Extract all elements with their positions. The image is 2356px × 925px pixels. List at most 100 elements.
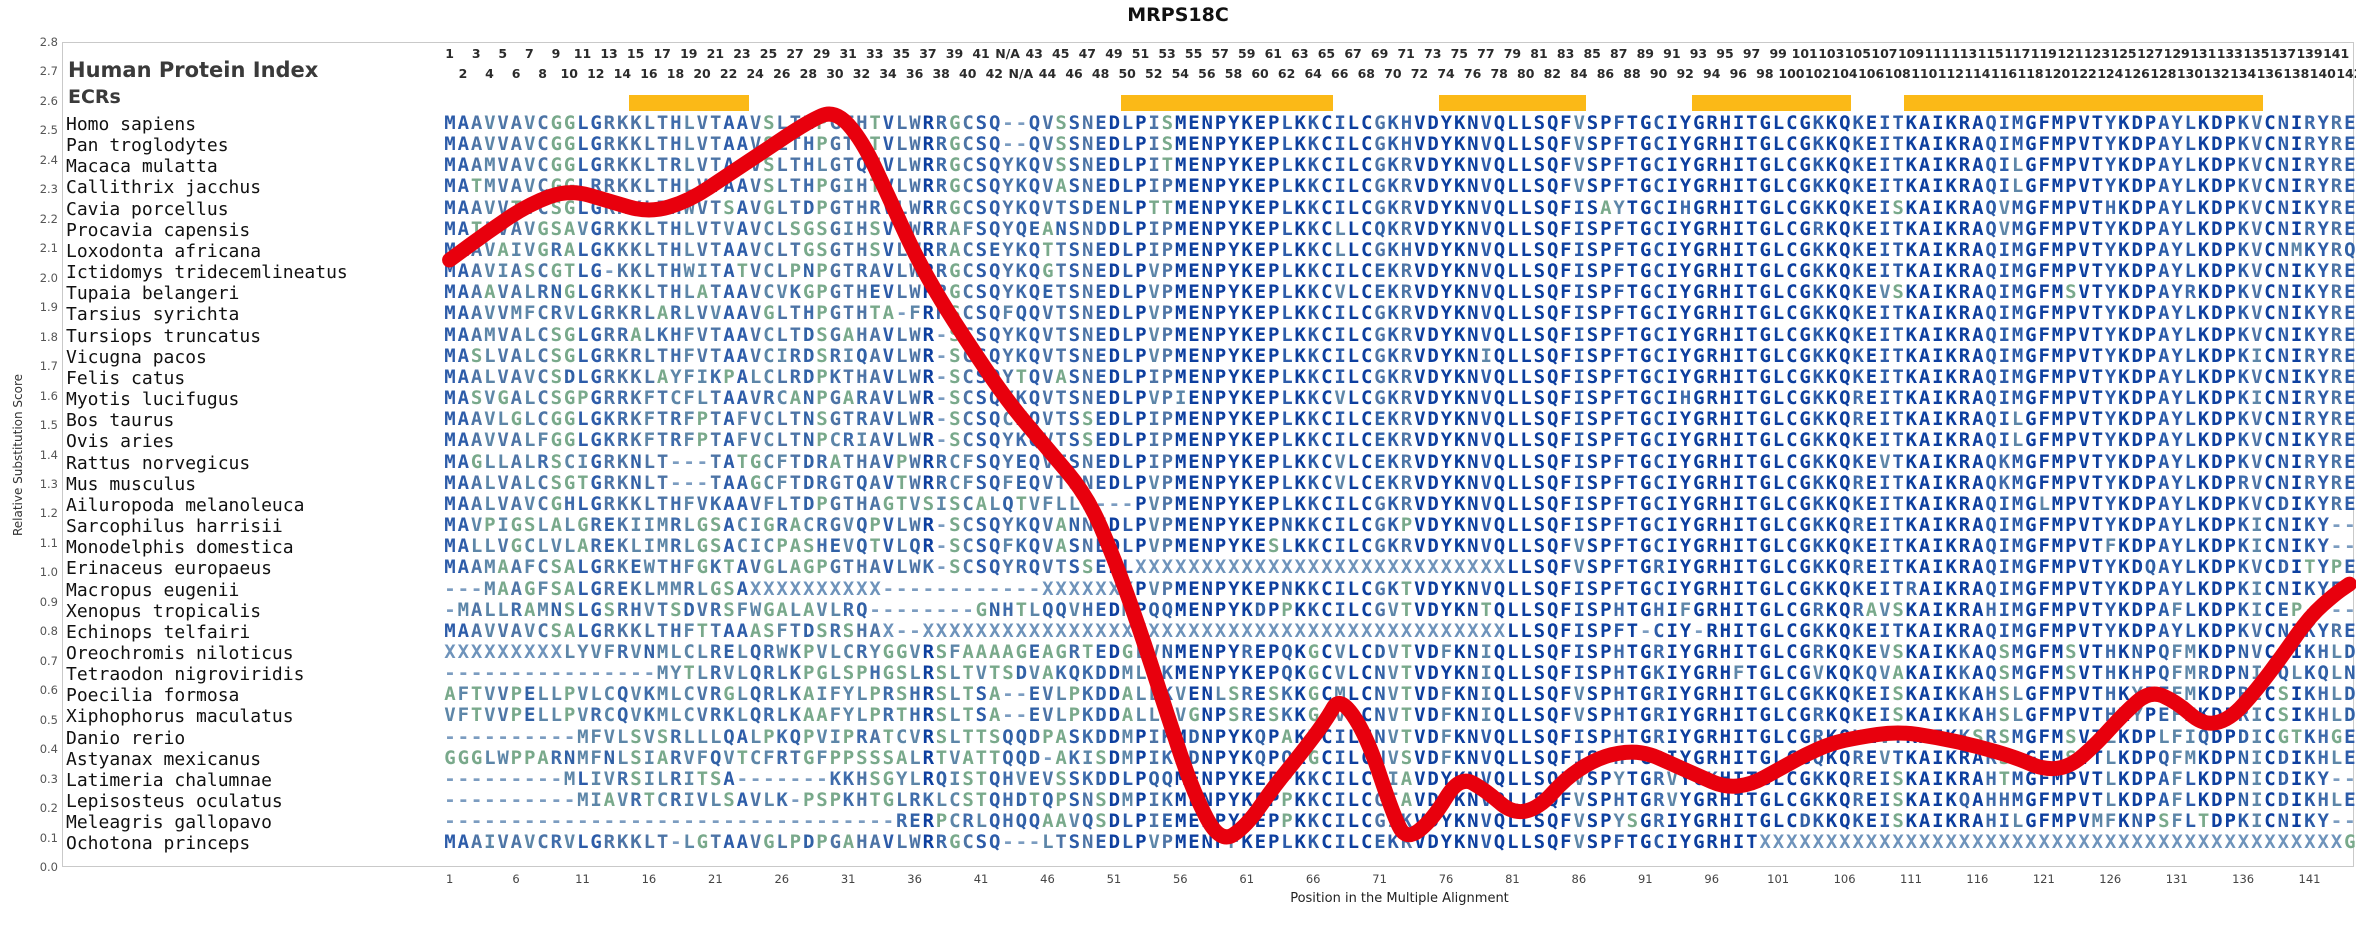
residue: C — [828, 430, 842, 451]
residue: V — [2077, 790, 2091, 811]
residue: I — [1665, 134, 1679, 155]
residue: K — [1825, 409, 1839, 430]
position-number: 11 — [567, 46, 597, 61]
position-number: 4 — [474, 66, 504, 81]
residue: V — [2077, 536, 2091, 557]
residue: N — [1081, 261, 1095, 282]
residue: P — [1267, 430, 1281, 451]
residue: E — [1253, 239, 1267, 261]
residue: Y — [2316, 620, 2330, 642]
residue: - — [1028, 578, 1042, 600]
residue: D — [2210, 663, 2224, 684]
residue: G — [948, 134, 962, 155]
residue: C — [1320, 599, 1334, 621]
residue: Y — [1679, 472, 1693, 494]
residue: A — [2157, 599, 2171, 621]
residue: L — [1346, 324, 1360, 346]
residue: I — [2290, 747, 2304, 769]
residue: R — [549, 303, 563, 324]
residue: - — [895, 303, 909, 324]
residue: E — [602, 515, 616, 536]
residue: C — [961, 515, 975, 536]
residue: V — [815, 599, 829, 621]
residue: V — [1997, 218, 2011, 240]
residue: N — [1081, 515, 1095, 536]
residue: P — [1599, 663, 1613, 684]
residue: G — [2024, 620, 2038, 642]
residue: D — [1014, 790, 1028, 811]
residue: C — [2263, 642, 2277, 663]
residue: X — [1134, 620, 1148, 642]
residue: M — [656, 705, 670, 726]
residue: K — [1307, 176, 1321, 197]
residue: I — [1997, 155, 2011, 176]
residue: P — [2223, 790, 2237, 811]
position-number: 77 — [1471, 46, 1501, 61]
residue: G — [536, 239, 550, 261]
residue: T — [1891, 430, 1905, 451]
residue: P — [1134, 366, 1148, 388]
residue: Q — [1838, 155, 1852, 176]
residue: S — [974, 155, 988, 176]
residue: A — [1918, 366, 1932, 388]
residue: P — [2144, 409, 2158, 430]
residue: R — [2183, 282, 2197, 303]
residue: M — [443, 155, 457, 176]
residue: T — [1625, 388, 1639, 409]
residue: P — [1160, 324, 1174, 346]
residue: K — [1054, 663, 1068, 684]
residue: H — [1001, 768, 1015, 790]
residue: L — [642, 197, 656, 219]
residue: W — [642, 557, 656, 578]
residue: C — [536, 557, 550, 578]
residue: V — [1479, 515, 1493, 536]
ecr-bar — [1120, 95, 1334, 111]
residue: X — [1466, 620, 1480, 642]
residue: C — [1652, 493, 1666, 515]
residue: L — [523, 282, 537, 303]
residue: H — [855, 451, 869, 473]
residue: I — [695, 261, 709, 282]
residue: P — [2064, 451, 2078, 473]
residue: A — [470, 155, 484, 176]
residue: V — [1386, 705, 1400, 726]
residue: Y — [1227, 155, 1241, 176]
residue: P — [1134, 493, 1148, 515]
residue: G — [589, 261, 603, 282]
residue: G — [2024, 684, 2038, 705]
residue: P — [1214, 578, 1228, 600]
residue: V — [2077, 239, 2091, 261]
residue: D — [1094, 726, 1108, 748]
residue: L — [1346, 790, 1360, 811]
residue: D — [2130, 345, 2144, 367]
residue: C — [536, 134, 550, 155]
residue: A — [749, 620, 763, 642]
residue: K — [1904, 388, 1918, 409]
residue: C — [1360, 430, 1374, 451]
residue: - — [602, 663, 616, 684]
residue: N — [1200, 705, 1214, 726]
residue: I — [1572, 515, 1586, 536]
residue: R — [616, 388, 630, 409]
residue: Q — [1493, 768, 1507, 790]
residue: I — [2290, 197, 2304, 219]
residue: I — [1732, 493, 1746, 515]
residue: P — [1267, 197, 1281, 219]
residue: K — [775, 726, 789, 748]
residue: X — [1493, 557, 1507, 578]
residue: K — [1453, 324, 1467, 346]
residue: V — [483, 113, 497, 134]
y-tick-label: 0.0 — [20, 860, 58, 874]
residue: G — [1639, 557, 1653, 578]
residue: K — [1851, 155, 1865, 176]
residue: G — [2024, 790, 2038, 811]
species-label: Ictidomys tridecemlineatus — [66, 262, 348, 283]
residue: Y — [1439, 366, 1453, 388]
residue: R — [2303, 134, 2317, 155]
residue: R — [921, 451, 935, 473]
residue: H — [1997, 790, 2011, 811]
residue: G — [1758, 684, 1772, 705]
residue: G — [802, 282, 816, 303]
residue: - — [563, 790, 577, 811]
residue: K — [2237, 366, 2251, 388]
